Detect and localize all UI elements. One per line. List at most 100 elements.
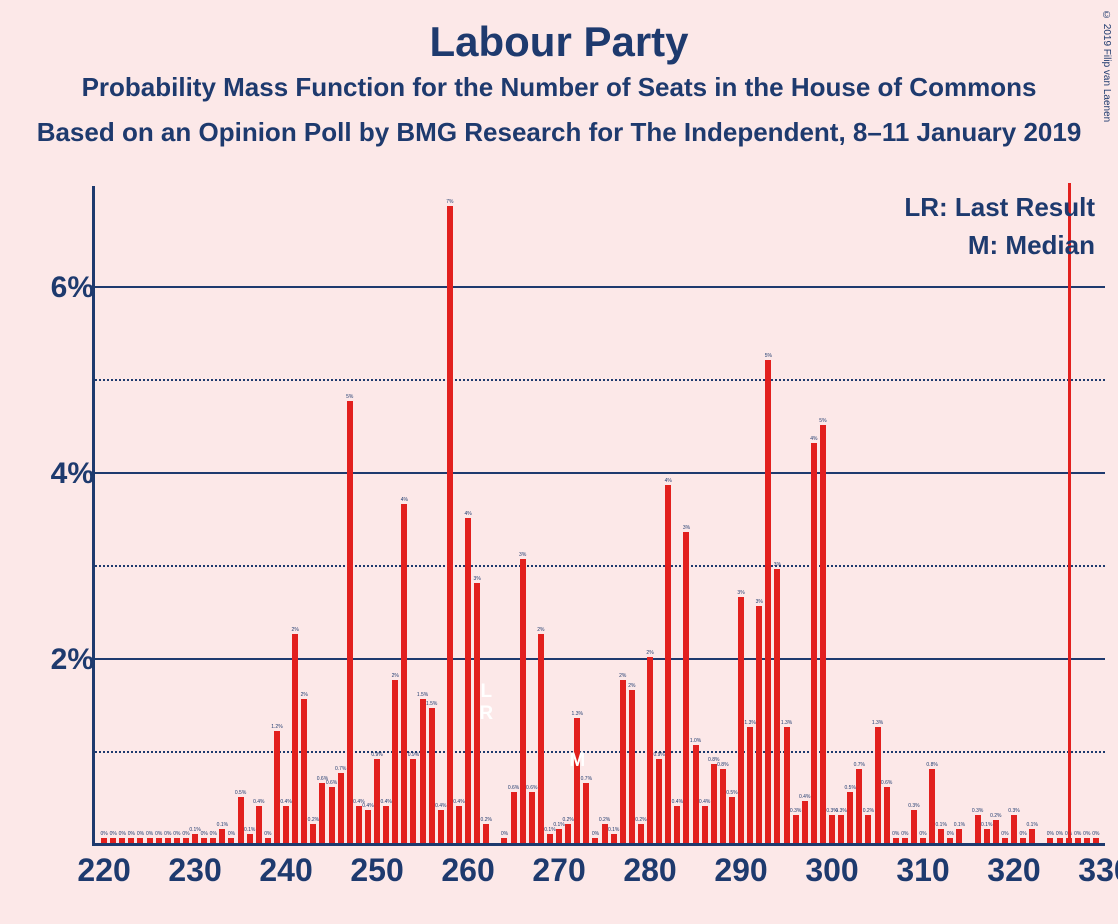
bar-value-label: 3% (756, 599, 763, 605)
bar (383, 806, 389, 843)
bar (511, 792, 517, 843)
median-marker: M (569, 750, 585, 772)
bar-value-label: 0.7% (335, 766, 346, 772)
bar-value-label: 1.3% (781, 720, 792, 726)
bar-value-label: 0% (892, 831, 899, 837)
bar-value-label: 0.4% (280, 799, 291, 805)
bar (274, 731, 280, 843)
gridline-major (95, 286, 1105, 288)
x-axis-label: 260 (441, 852, 494, 889)
x-axis (95, 843, 1105, 846)
bar (574, 718, 580, 843)
bar (529, 792, 535, 843)
bar-value-label: 7% (446, 199, 453, 205)
bar-value-label: 0% (155, 831, 162, 837)
bar (984, 829, 990, 843)
bar (784, 727, 790, 843)
bar-value-label: 0.2% (481, 817, 492, 823)
bar (865, 815, 871, 843)
bar-value-label: 1.5% (426, 701, 437, 707)
bar (265, 838, 271, 843)
bar-value-label: 0.9% (653, 752, 664, 758)
bar (911, 810, 917, 843)
bar (319, 783, 325, 843)
bar (174, 838, 180, 843)
bar (583, 783, 589, 843)
bar (147, 838, 153, 843)
bar-value-label: 0.5% (726, 790, 737, 796)
bar-value-label: 1.0% (690, 738, 701, 744)
bar (747, 727, 753, 843)
bar (401, 504, 407, 843)
bar (729, 797, 735, 843)
bar-value-label: 0.1% (189, 827, 200, 833)
bar-value-label: 3% (683, 525, 690, 531)
bar (556, 829, 562, 843)
bar (465, 518, 471, 843)
bar (665, 485, 671, 843)
bar (338, 773, 344, 843)
bar-value-label: 0% (137, 831, 144, 837)
bar-value-label: 0.9% (408, 752, 419, 758)
bar (1084, 838, 1090, 843)
bar-value-label: 3% (737, 590, 744, 596)
bar-value-label: 0% (1074, 831, 1081, 837)
bar-value-label: 0% (228, 831, 235, 837)
bar (110, 838, 116, 843)
bar (310, 824, 316, 843)
bar (1047, 838, 1053, 843)
bar-value-label: 0.9% (371, 752, 382, 758)
bar-value-label: 0.6% (881, 780, 892, 786)
bar (219, 829, 225, 843)
bar (738, 597, 744, 843)
bar (547, 834, 553, 843)
bar (447, 206, 453, 843)
bar-value-label: 0% (947, 831, 954, 837)
bar (893, 838, 899, 843)
x-axis-label: 310 (896, 852, 949, 889)
gridline-major (95, 472, 1105, 474)
bar-value-label: 0.6% (326, 780, 337, 786)
bar-value-label: 0% (501, 831, 508, 837)
bar-value-label: 0% (100, 831, 107, 837)
bar-value-label: 0.1% (217, 822, 228, 828)
bar (702, 806, 708, 843)
bar-value-label: 1.5% (417, 692, 428, 698)
x-axis-label: 290 (714, 852, 767, 889)
bar (820, 425, 826, 843)
bar-value-label: 0% (210, 831, 217, 837)
bar (711, 764, 717, 843)
bar (1075, 838, 1081, 843)
bar (829, 815, 835, 843)
bar-value-label: 0.7% (581, 776, 592, 782)
bar-value-label: 0.1% (244, 827, 255, 833)
bar (128, 838, 134, 843)
bar (1029, 829, 1035, 843)
bar (592, 838, 598, 843)
y-axis-label: 4% (51, 457, 94, 491)
bar (884, 787, 890, 843)
bar-value-label: 2% (537, 627, 544, 633)
y-axis-label: 2% (51, 643, 94, 677)
bar-value-label: 0.1% (981, 822, 992, 828)
bar-value-label: 0.4% (380, 799, 391, 805)
bar-value-label: 0% (592, 831, 599, 837)
bar-value-label: 4% (464, 511, 471, 517)
bar (856, 769, 862, 843)
bar (956, 829, 962, 843)
bar (565, 824, 571, 843)
bar (1093, 838, 1099, 843)
bar (693, 745, 699, 843)
bar (201, 838, 207, 843)
bar-value-label: 0.3% (908, 803, 919, 809)
bar-value-label: 5% (346, 394, 353, 400)
bar (256, 806, 262, 843)
bar-value-label: 0.6% (508, 785, 519, 791)
chart-title: Labour Party (0, 0, 1118, 66)
bar-value-label: 0.4% (672, 799, 683, 805)
bar (329, 787, 335, 843)
bar-value-label: 0.2% (635, 817, 646, 823)
bar-value-label: 2% (628, 683, 635, 689)
chart-subtitle-1: Probability Mass Function for the Number… (0, 66, 1118, 103)
bar-value-label: 5% (765, 353, 772, 359)
